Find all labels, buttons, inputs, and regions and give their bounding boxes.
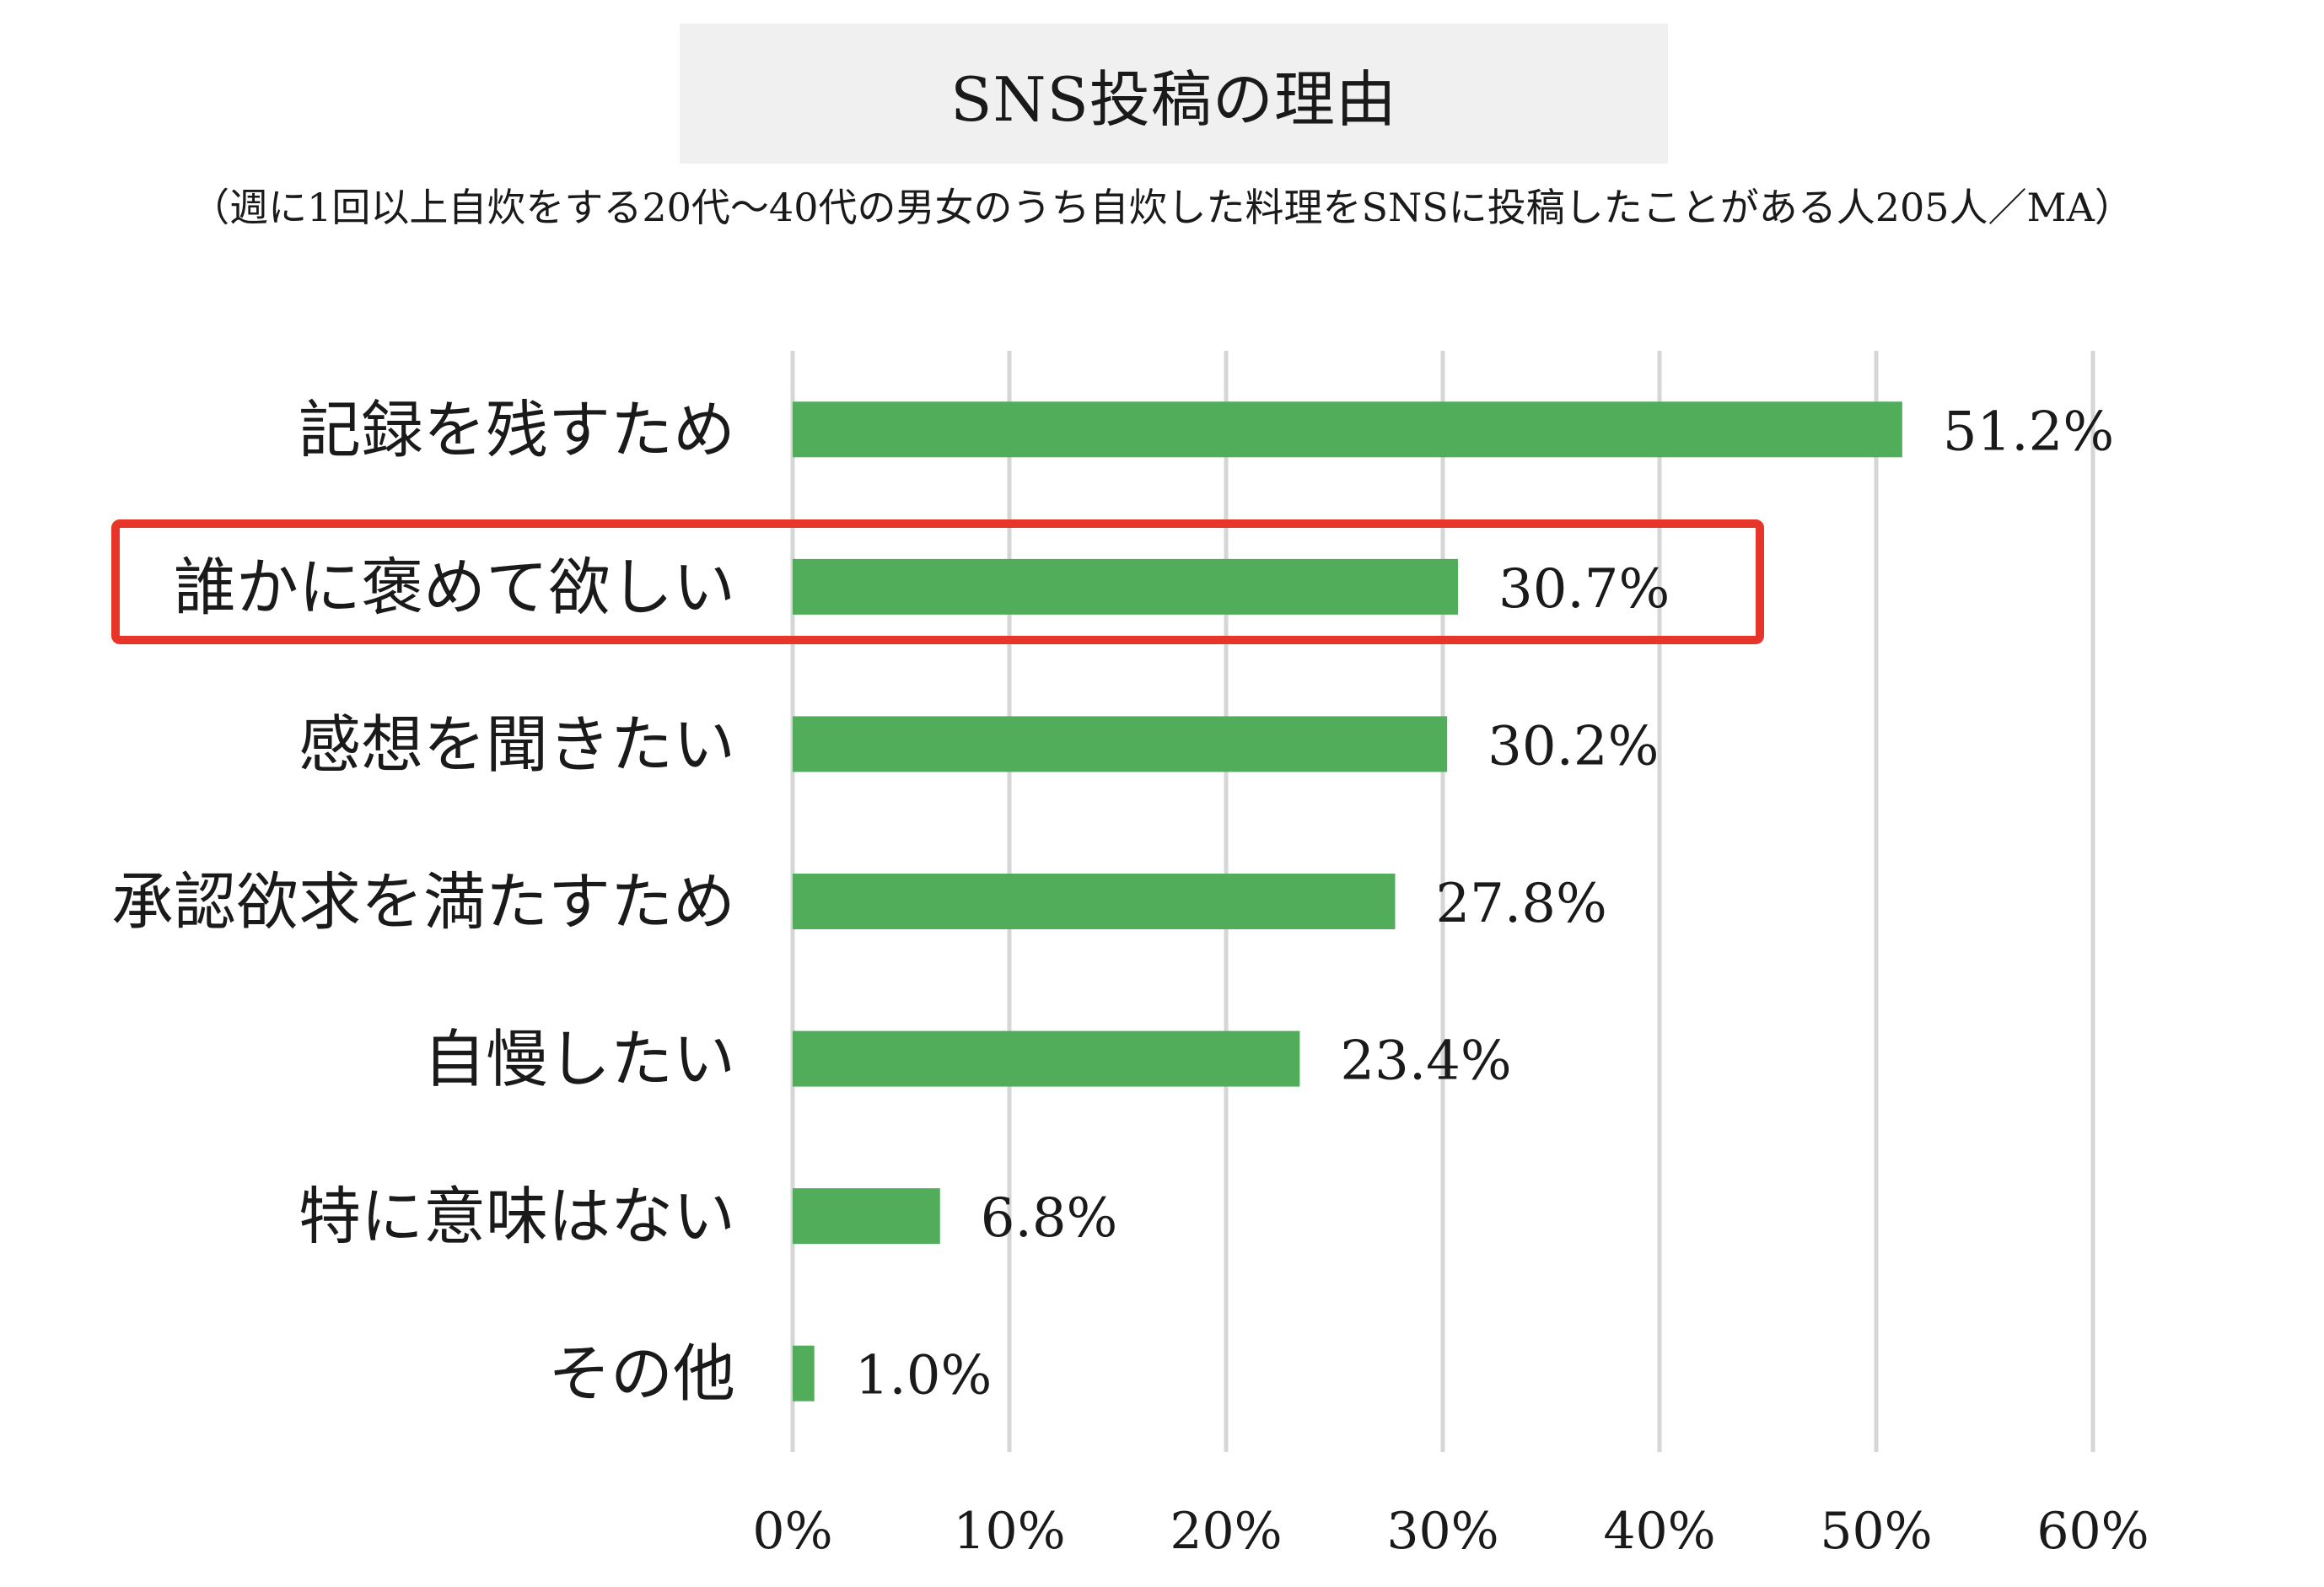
category-label: 承認欲求を満たすため bbox=[111, 866, 735, 939]
x-tick-label: 50% bbox=[1820, 1502, 1932, 1561]
value-label: 51.2% bbox=[1943, 401, 2114, 463]
highlight-box bbox=[111, 519, 1764, 644]
value-label: 27.8% bbox=[1435, 873, 1606, 935]
bar bbox=[793, 401, 1902, 458]
bar bbox=[793, 716, 1448, 772]
x-tick-label: 10% bbox=[953, 1502, 1065, 1561]
value-label: 30.7% bbox=[1498, 558, 1670, 621]
category-label: 記録を残すため bbox=[299, 394, 735, 466]
chart-subtitle: （週に1回以上自炊をする20代〜40代の男女のうち自炊した料理をSNSに投稿した… bbox=[191, 185, 2133, 230]
x-tick-label: 30% bbox=[1386, 1502, 1498, 1561]
chart-title: SNS投稿の理由 bbox=[950, 63, 1397, 135]
bar bbox=[793, 558, 1458, 615]
x-tick-label: 40% bbox=[1603, 1502, 1715, 1561]
value-label: 30.2% bbox=[1487, 715, 1659, 777]
x-tick-label: 20% bbox=[1170, 1502, 1282, 1561]
bar bbox=[793, 1188, 940, 1245]
value-label: 23.4% bbox=[1340, 1030, 1511, 1093]
x-tick-label: 60% bbox=[2036, 1502, 2149, 1561]
chart-title-box: SNS投稿の理由 bbox=[680, 24, 1668, 164]
bar bbox=[793, 1345, 815, 1401]
x-tick-label: 0% bbox=[752, 1502, 832, 1561]
category-label: その他 bbox=[548, 1338, 735, 1411]
value-label: 1.0% bbox=[855, 1345, 993, 1407]
value-label: 6.8% bbox=[981, 1187, 1118, 1250]
bar bbox=[793, 874, 1396, 929]
category-label: 感想を聞きたい bbox=[299, 708, 735, 781]
category-label: 自慢したい bbox=[423, 1024, 735, 1096]
category-label: 特に意味はない bbox=[299, 1181, 735, 1253]
category-label: 誰かに褒めて欲しい bbox=[174, 551, 735, 624]
bar bbox=[793, 1030, 1300, 1087]
